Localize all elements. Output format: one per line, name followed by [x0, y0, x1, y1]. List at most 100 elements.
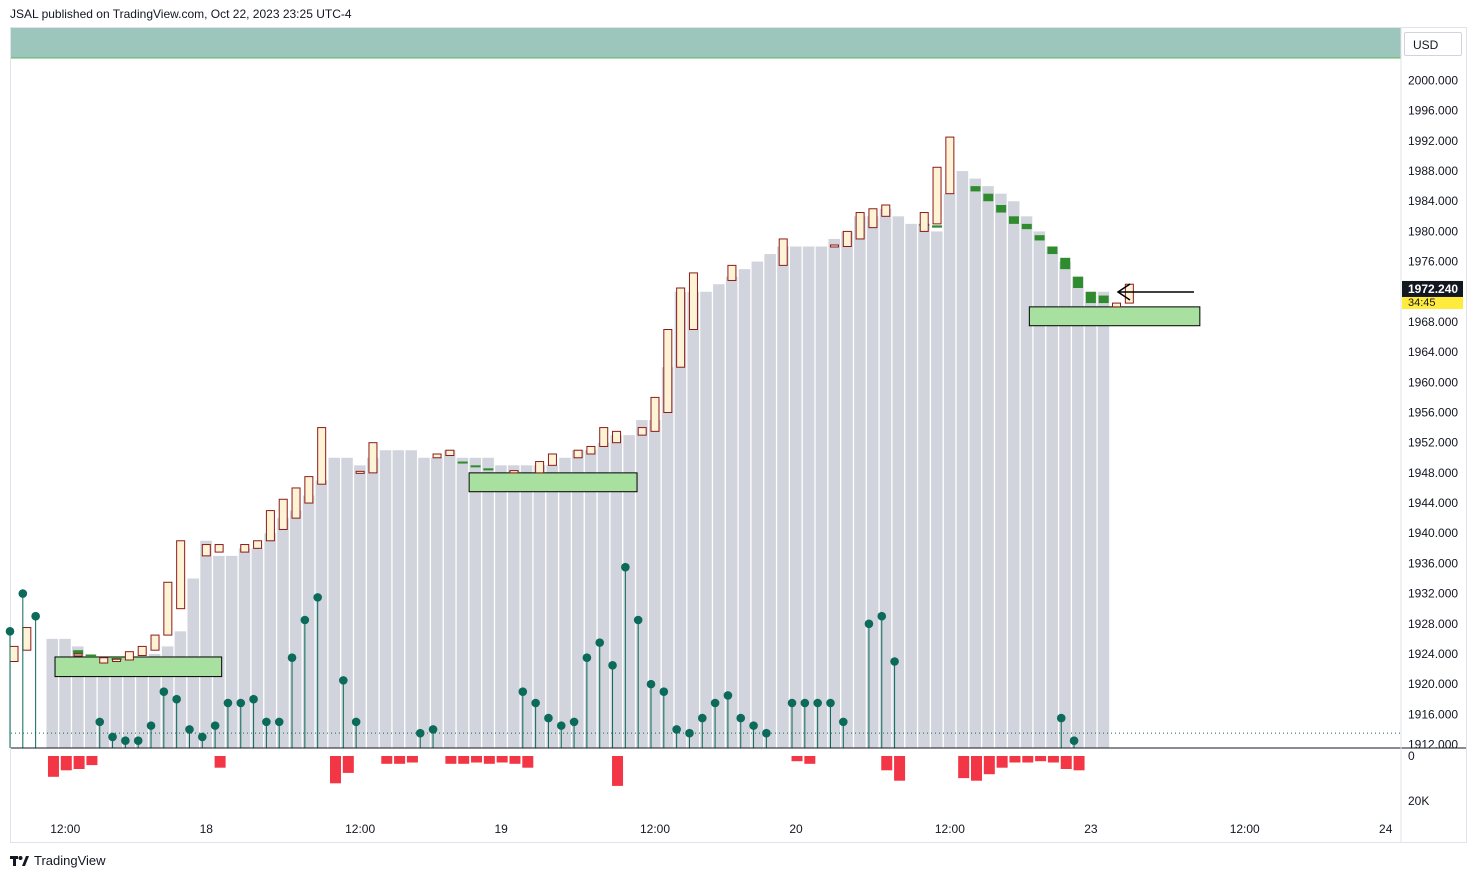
green-block: [1098, 295, 1109, 304]
volume-profile-bar: [341, 457, 353, 748]
lollipop-head: [685, 728, 694, 738]
volume-histogram-bar: [983, 756, 995, 775]
currency-selector[interactable]: USD: [1404, 32, 1462, 56]
volume-profile-bar: [136, 661, 148, 748]
volume-profile-bar: [379, 450, 392, 748]
volume-histogram-bar: [1073, 756, 1085, 771]
volume-histogram-bar: [1022, 756, 1034, 763]
volume-profile-bar: [533, 465, 546, 748]
volume-histogram-bar: [971, 756, 982, 781]
lollipop-head: [544, 713, 553, 723]
candle: [355, 470, 365, 474]
volume-profile-bar: [354, 465, 366, 748]
volume-profile-bar: [790, 246, 802, 748]
volume-profile-bar: [892, 216, 905, 748]
volume-profile-bar: [469, 457, 482, 748]
volume-profile-bar: [572, 450, 584, 748]
lollipop-head: [556, 721, 566, 730]
volume-histogram-bar: [881, 756, 893, 771]
volume-profile-bar: [931, 231, 943, 749]
lollipop-head: [672, 725, 681, 734]
lollipop-head: [121, 736, 130, 746]
volume-histogram-bar: [612, 756, 624, 786]
volume-histogram-bar: [522, 756, 534, 768]
volume-profile-bar: [584, 450, 597, 748]
volume-profile-bar: [802, 246, 815, 748]
volume-profile-bar: [1020, 216, 1033, 748]
lollipop-head: [185, 725, 194, 734]
volume-profile-bar: [443, 450, 456, 748]
price-tick-label: 1976.000: [1408, 255, 1458, 269]
green-block: [483, 468, 494, 471]
green-block: [970, 186, 981, 192]
volume-histogram-bar: [483, 756, 495, 764]
candle: [881, 204, 891, 217]
lollipop-head: [210, 721, 220, 730]
volume-profile-bar: [969, 178, 981, 748]
lollipop-head: [159, 687, 169, 696]
last-price-tag: [1402, 280, 1463, 297]
candle: [445, 449, 455, 457]
volume-profile-bar: [110, 661, 123, 748]
volume-profile-bar: [751, 261, 764, 748]
candle: [919, 212, 929, 232]
lollipop-head: [274, 717, 284, 727]
last-price-label: 1972.240: [1408, 282, 1458, 296]
volume-profile-bar: [559, 457, 571, 748]
candle: [253, 540, 263, 549]
volume-profile-bar: [943, 193, 956, 748]
lollipop-head: [659, 687, 669, 696]
price-tick-label: 1956.000: [1408, 406, 1458, 420]
green-block: [932, 225, 943, 228]
time-tick-label: 12:00: [50, 822, 80, 836]
volume-profile-bar: [405, 450, 417, 748]
tradingview-footer[interactable]: TradingView: [10, 853, 106, 868]
lollipop-head: [223, 698, 233, 708]
price-tick-label: 1968.000: [1408, 315, 1458, 329]
volume-histogram-bar: [330, 756, 341, 784]
lollipop-head: [351, 717, 361, 727]
candle: [945, 136, 955, 195]
time-tick-label: 12:00: [345, 822, 375, 836]
volume-profile-bar: [649, 420, 661, 748]
volume-profile-bar: [764, 254, 776, 748]
lollipop-head: [787, 698, 797, 708]
lollipop-head: [736, 713, 746, 723]
volume-profile-bar: [174, 631, 187, 748]
chart-frame: [10, 27, 1467, 843]
candle: [201, 544, 211, 557]
volume-profile-bar: [431, 457, 443, 748]
volume-histogram-bar: [73, 756, 85, 769]
lollipop-head: [1069, 736, 1079, 746]
volume-histogram-bar: [958, 756, 970, 779]
candle: [612, 430, 622, 444]
demand-zone: [468, 472, 638, 493]
green-block: [73, 650, 84, 654]
time-tick-label: 24: [1379, 822, 1393, 836]
lollipop-head: [236, 698, 246, 708]
lollipop-head: [18, 589, 28, 598]
green-block: [996, 205, 1007, 213]
lollipop-head: [633, 615, 643, 625]
volume-axis-label: 20K: [1408, 794, 1429, 808]
volume-histogram-bar: [804, 756, 816, 764]
volume-profile-bar: [482, 457, 494, 748]
price-tick-label: 1916.000: [1408, 707, 1458, 721]
lollipop-head: [762, 728, 771, 738]
candle: [842, 230, 852, 247]
volume-profile-bar: [546, 465, 558, 748]
lollipop-head: [300, 615, 310, 625]
candle: [112, 658, 122, 663]
lollipop-head: [646, 679, 656, 689]
price-tick-label: 1948.000: [1408, 466, 1458, 480]
candle: [124, 651, 134, 661]
volume-histogram-bar: [509, 756, 521, 764]
lollipop-head: [108, 732, 117, 742]
volume-histogram-bar: [894, 756, 906, 781]
volume-profile-bar: [918, 223, 930, 748]
volume-histogram-bar: [342, 756, 354, 773]
lollipop-head: [582, 653, 592, 663]
candle: [829, 244, 839, 248]
volume-profile-bar: [251, 548, 264, 748]
